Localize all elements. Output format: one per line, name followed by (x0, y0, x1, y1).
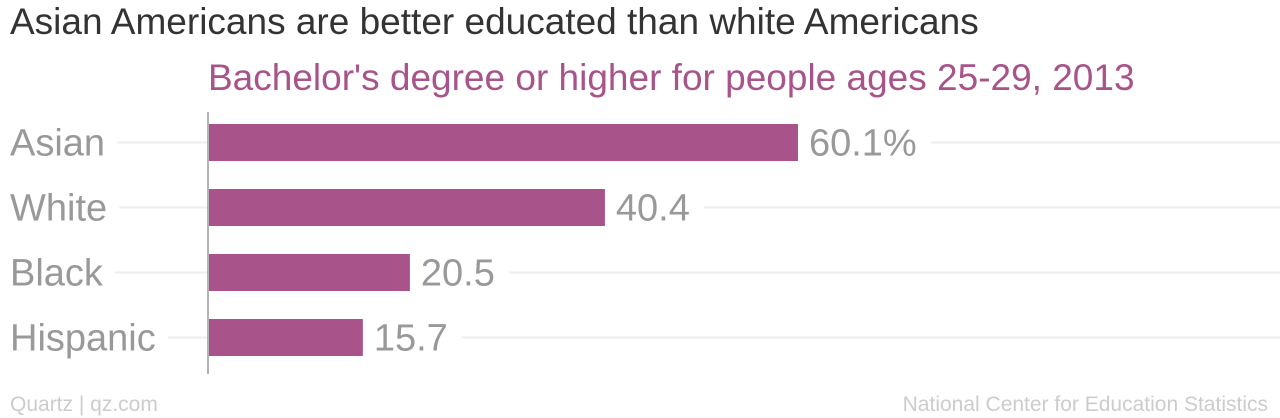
value-labels: 60.1% 40.4 20.5 15.7 (374, 123, 917, 360)
bar-white (209, 189, 605, 226)
footer-source-right: National Center for Education Statistics (902, 393, 1268, 416)
category-labels: Asian White Black Hispanic (10, 123, 156, 360)
category-label: Black (10, 253, 104, 295)
value-label: 15.7 (374, 318, 448, 360)
chart-title: Asian Americans are better educated than… (10, 1, 979, 42)
value-label: 60.1% (809, 123, 917, 165)
bar-hispanic (209, 319, 363, 356)
value-label: 20.5 (421, 253, 495, 295)
category-label: White (10, 188, 107, 230)
bar-asian (209, 124, 798, 161)
category-label: Asian (10, 123, 105, 165)
category-label: Hispanic (10, 318, 156, 360)
bar-black (209, 254, 410, 291)
value-label: 40.4 (616, 188, 690, 230)
gridlines (114, 141, 1280, 339)
footer-source-left: Quartz | qz.com (10, 393, 158, 416)
chart-subtitle: Bachelor's degree or higher for people a… (208, 57, 1135, 98)
bars (209, 124, 798, 356)
